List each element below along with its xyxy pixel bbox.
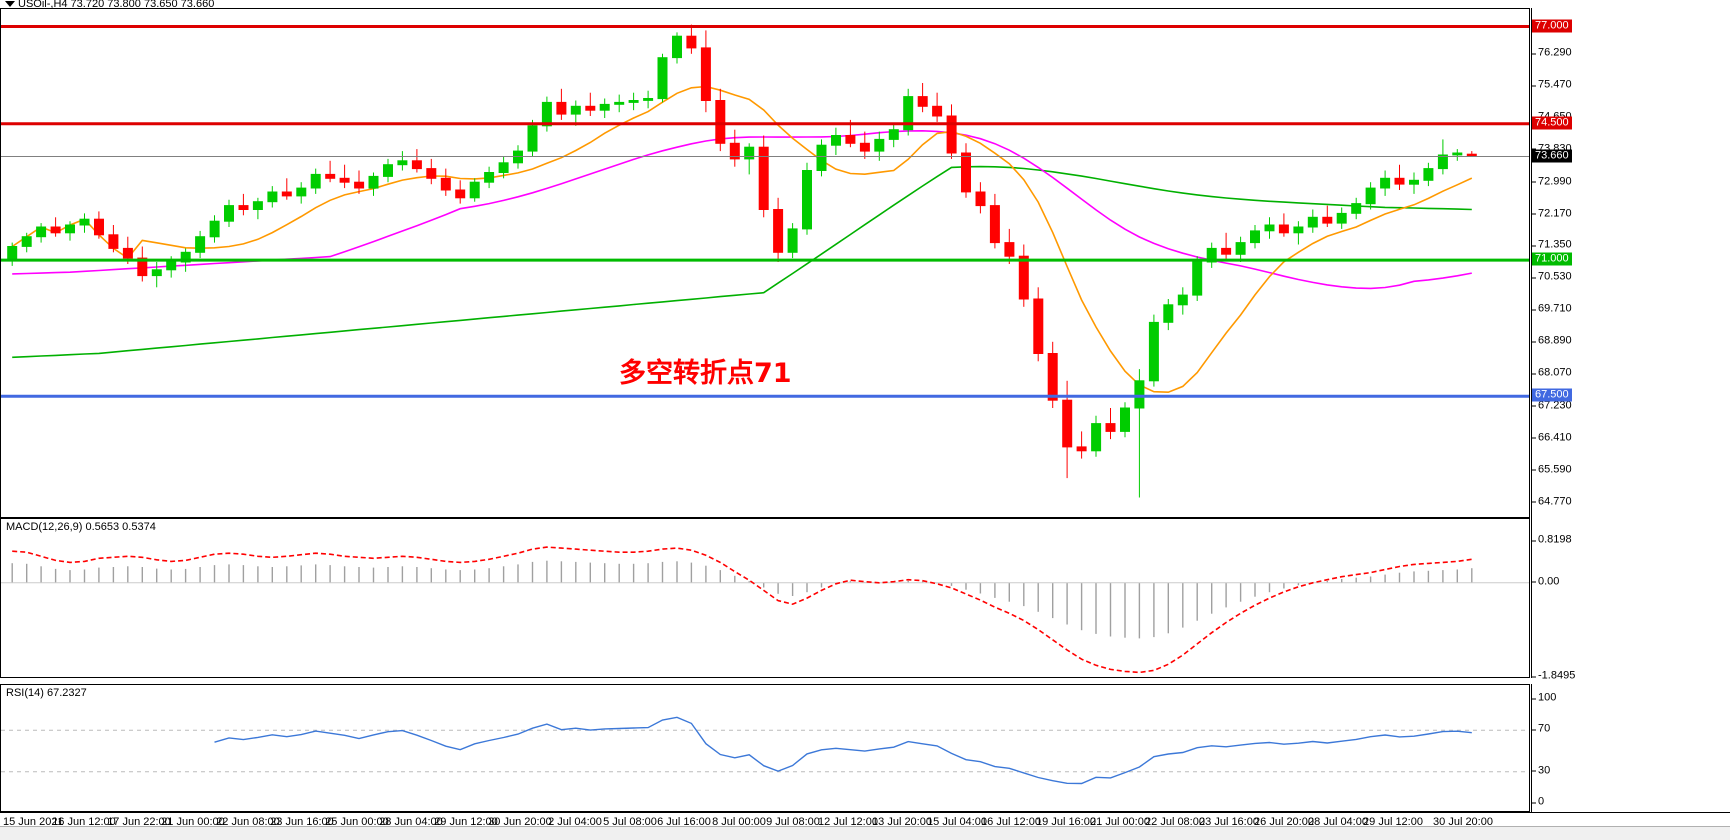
time-axis-label: 16 Jun 12:00: [52, 816, 116, 828]
time-axis-label: 28 Jun 04:00: [379, 816, 443, 828]
time-axis-label: 13 Jul 20:00: [872, 816, 932, 828]
time-axis-label: 19 Jul 16:00: [1036, 816, 1096, 828]
time-axis-label: 9 Jul 08:00: [766, 816, 820, 828]
rsi-panel[interactable]: RSI(14) 67.2327: [0, 684, 1530, 812]
time-axis-label: 5 Jul 08:00: [603, 816, 657, 828]
macd-axis-tick: 0.00: [1531, 575, 1560, 588]
price-axis-tick: 69.710: [1532, 302, 1572, 315]
price-axis-tick: 76.290: [1532, 46, 1572, 59]
macd-indicator-label: MACD(12,26,9) 0.5653 0.5374: [6, 521, 156, 533]
time-axis-label: 16 Jul 12:00: [981, 816, 1041, 828]
time-axis-label: 2 Jul 04:00: [548, 816, 602, 828]
chart-header: USOil-,H4 73.720 73.800 73.650 73.660: [0, 0, 1730, 10]
macd-panel[interactable]: MACD(12,26,9) 0.5653 0.5374: [0, 518, 1530, 678]
price-axis-tick: 75.470: [1532, 78, 1572, 91]
price-level-chip[interactable]: 73.660: [1532, 149, 1572, 163]
time-axis-label: 6 Jul 16:00: [657, 816, 711, 828]
price-level-chip[interactable]: 74.500: [1532, 116, 1572, 130]
price-axis-tick: 71.350: [1532, 238, 1572, 251]
price-axis-tick: 72.170: [1532, 207, 1572, 220]
price-axis-tick: 66.410: [1532, 431, 1572, 444]
price-level-chip[interactable]: 77.000: [1532, 19, 1572, 33]
time-axis-label: 28 Jul 04:00: [1308, 816, 1368, 828]
time-axis-label: 26 Jul 20:00: [1254, 816, 1314, 828]
price-axis-tick: 72.990: [1532, 175, 1572, 188]
time-axis-label: 22 Jun 08:00: [216, 816, 280, 828]
chart-annotation: 多空转折点71: [619, 357, 792, 389]
price-axis[interactable]: 76.29075.47074.65073.83072.99072.17071.3…: [1531, 8, 1730, 518]
rsi-axis[interactable]: 100 70 30 0: [1531, 684, 1730, 812]
price-chart-panel[interactable]: 多空转折点71: [0, 8, 1530, 518]
time-axis-label: 21 Jul 00:00: [1090, 816, 1150, 828]
time-axis-label: 17 Jun 22:00: [107, 816, 171, 828]
macd-axis[interactable]: 0.8198 0.00 -1.8495: [1531, 518, 1730, 681]
chevron-down-icon[interactable]: [5, 1, 15, 7]
time-axis-label: 29 Jul 12:00: [1363, 816, 1423, 828]
time-axis-label: 8 Jul 00:00: [712, 816, 766, 828]
rsi-axis-tick: 0: [1531, 795, 1545, 808]
price-chart-canvas: 多空转折点71: [1, 24, 1529, 498]
time-axis-label: 22 Jul 08:00: [1145, 816, 1205, 828]
rsi-axis-tick: 70: [1531, 722, 1551, 735]
price-axis-tick: 70.530: [1532, 270, 1572, 283]
price-axis-tick: 67.230: [1532, 399, 1572, 412]
rsi-axis-tick: 30: [1531, 764, 1551, 777]
status-bar: [0, 826, 1730, 840]
price-axis-tick: 68.890: [1532, 334, 1572, 347]
time-axis-label: 29 Jun 12:00: [434, 816, 498, 828]
time-axis-label: 15 Jul 04:00: [927, 816, 987, 828]
macd-axis-tick: 0.8198: [1532, 533, 1572, 546]
time-axis-label: 25 Jun 00:00: [325, 816, 389, 828]
price-axis-tick: 65.590: [1532, 463, 1572, 476]
time-axis-label: 23 Jul 16:00: [1199, 816, 1259, 828]
rsi-indicator-label: RSI(14) 67.2327: [6, 687, 87, 699]
time-axis-label: 30 Jun 20:00: [488, 816, 552, 828]
time-axis-label: 30 Jul 20:00: [1433, 816, 1493, 828]
page-title: USOil-,H4 73.720 73.800 73.650 73.660: [18, 0, 215, 10]
macd-canvas: [1, 546, 1529, 674]
rsi-axis-tick: 100: [1531, 691, 1557, 704]
rsi-canvas: [1, 716, 1529, 785]
time-axis-label: 23 Jun 16:00: [270, 816, 334, 828]
price-axis-tick: 68.070: [1532, 366, 1572, 379]
price-axis-tick: 64.770: [1532, 495, 1572, 508]
time-axis-label: 12 Jul 12:00: [818, 816, 878, 828]
time-axis-label: 15 Jun 2021: [3, 816, 64, 828]
price-level-chip[interactable]: 67.500: [1532, 388, 1572, 402]
price-level-chip[interactable]: 71.000: [1532, 252, 1572, 266]
macd-axis-tick: -1.8495: [1531, 669, 1576, 682]
time-axis-label: 21 Jun 00:00: [161, 816, 225, 828]
